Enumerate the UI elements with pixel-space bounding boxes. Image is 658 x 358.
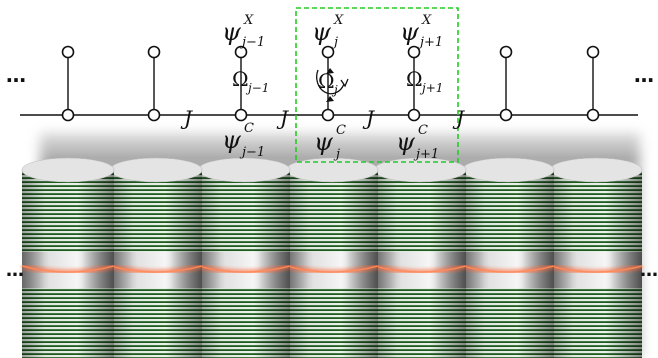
exciton-sub-jp1: j+1: [417, 35, 443, 50]
cavity-field-jp1: ψ: [396, 128, 416, 156]
pillar-top: [461, 157, 555, 183]
coupling-jm1: Ω: [232, 67, 249, 91]
exciton-sub-jm1: j−1: [239, 35, 265, 50]
micropillar: [285, 157, 379, 358]
fade-overlay: [0, 118, 658, 158]
exciton-node: [147, 45, 161, 59]
coupling-sub-jm1: j−1: [245, 81, 269, 95]
exciton-node: [321, 45, 335, 59]
pillar-top: [197, 157, 291, 183]
cavity-node: [321, 108, 335, 122]
cavity-node: [61, 108, 75, 122]
exciton-sup-j: X: [333, 13, 344, 28]
coupling-sub-jp1: j+1: [419, 81, 443, 95]
cavity-sup-jp1: C: [418, 123, 428, 138]
cavity-node: [586, 108, 600, 122]
cavity-field-jm1: ψ: [222, 126, 242, 154]
exciton-node: [234, 45, 248, 59]
pillar-top: [549, 157, 643, 183]
ellipsis-left-bottom: …: [6, 260, 24, 281]
micropillar: [21, 157, 115, 358]
cavity-sub-jp1: j+1: [413, 147, 439, 162]
cavity-node: [407, 108, 421, 122]
ellipsis-right-top: …: [634, 63, 654, 87]
micropillar: [373, 157, 467, 358]
coupling-arrowhead-icon: [340, 78, 349, 88]
cavity-sup-jm1: C: [244, 121, 254, 136]
highlight-box: [295, 7, 459, 163]
coupling-jp1: Ω: [406, 67, 423, 91]
coupling-j: Ω: [318, 69, 335, 93]
micropillar: [461, 157, 555, 358]
micropillar: [197, 157, 291, 358]
exciton-node: [407, 45, 421, 59]
hopping-label-1: J: [180, 106, 193, 130]
exciton-field-jp1: ψ: [400, 18, 420, 46]
exciton-sup-jp1: X: [421, 13, 432, 28]
cavity-node: [234, 108, 248, 122]
pillar-array: [21, 157, 643, 358]
pillar-top: [21, 157, 115, 183]
exciton-sup-jm1: X: [243, 13, 254, 28]
pillar-top: [109, 157, 203, 183]
exciton-field-j: ψ: [312, 18, 332, 46]
micropillar: [109, 157, 203, 358]
cavity-sub-j: j: [333, 147, 340, 162]
hopping-label-4: J: [452, 106, 465, 130]
ellipsis-right-bottom: …: [640, 260, 658, 281]
lattice-chain: [20, 45, 638, 122]
hopping-label-2: J: [276, 106, 289, 130]
cavity-sup-j: C: [336, 123, 346, 138]
hopping-label-3: J: [362, 106, 375, 130]
coupling-sub-j: j: [331, 83, 338, 97]
site-j-plus-1-labels: ψ X j+1 Ω j+1 ψ C j+1: [396, 13, 443, 162]
cavity-node: [147, 108, 161, 122]
site-j-minus-1-labels: ψ X j−1 Ω j−1 ψ C j−1: [222, 13, 269, 160]
coupling-arrow-bottom-icon: [326, 96, 334, 102]
cavity-sub-jm1: j−1: [239, 145, 265, 160]
ellipsis-left-top: …: [6, 63, 26, 87]
exciton-sub-j: j: [331, 35, 338, 50]
exciton-field-jm1: ψ: [222, 18, 242, 46]
coupling-arrow-top-icon: [326, 68, 334, 74]
cavity-node: [499, 108, 513, 122]
exciton-node: [61, 45, 75, 59]
exciton-node: [499, 45, 513, 59]
exciton-node: [586, 45, 600, 59]
micropillar: [549, 157, 643, 358]
coupling-arrow-icon: [316, 69, 345, 95]
cavity-field-j: ψ: [314, 128, 334, 156]
site-j-labels: ψ X j Ω j ψ C j: [312, 13, 349, 162]
